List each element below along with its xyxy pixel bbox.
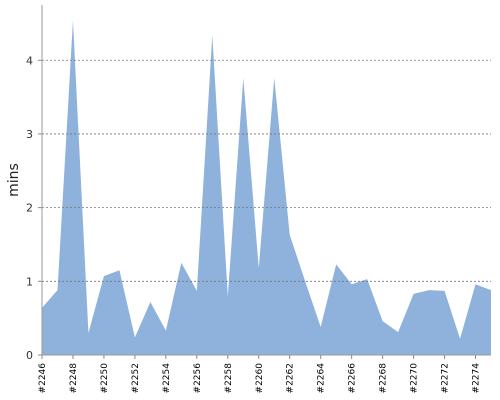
y-tick-label: 3: [26, 128, 33, 141]
x-tick-label: #2256: [193, 363, 203, 394]
x-tick-label: #2258: [224, 363, 234, 394]
y-axis-label: mins: [6, 163, 22, 197]
y-tick-label: 1: [26, 275, 33, 288]
x-tick-label: #2250: [100, 363, 110, 394]
x-tick-label: #2254: [162, 363, 172, 394]
x-tick-label: #2262: [286, 363, 296, 393]
x-tick-label: #2252: [131, 363, 141, 393]
x-tick-label: #2264: [317, 363, 327, 394]
x-tick-label: #2266: [348, 363, 358, 394]
x-tick-label: #2260: [255, 363, 265, 394]
x-tick-label: #2248: [69, 363, 79, 394]
area: [42, 20, 491, 355]
x-tick-label: #2270: [410, 363, 420, 394]
x-tick-label: #2246: [38, 363, 48, 394]
x-tick-label: #2274: [472, 363, 482, 394]
x-tick-label: #2272: [441, 363, 451, 393]
y-tick-label: 2: [26, 202, 33, 215]
y-tick-label: 4: [26, 54, 33, 67]
x-tick-label: #2268: [379, 363, 389, 394]
y-tick-label: 0: [26, 349, 33, 362]
